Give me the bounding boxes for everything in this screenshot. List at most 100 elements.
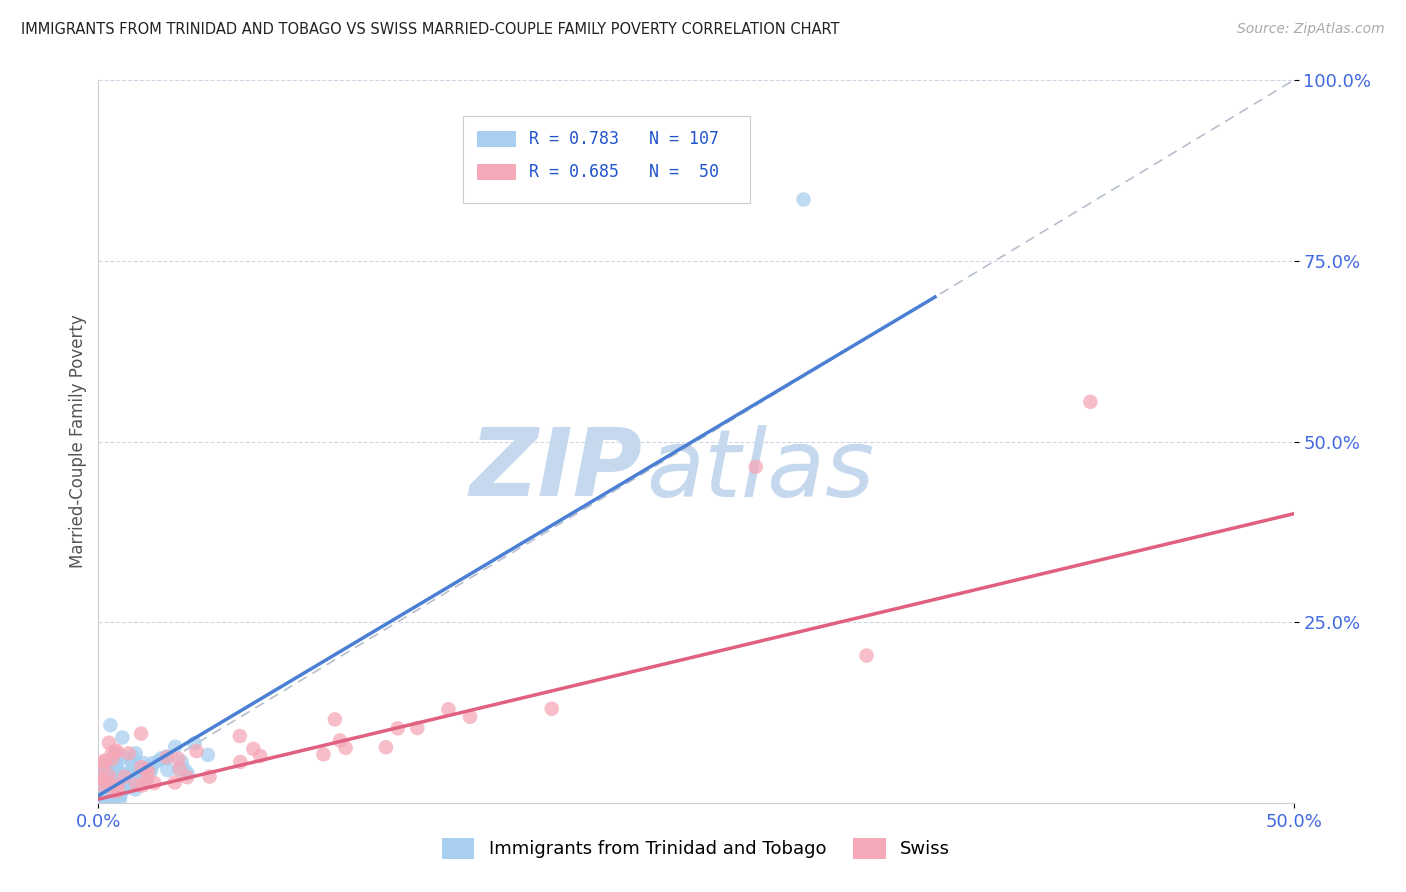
Point <box>120 773 142 788</box>
Point <box>323 713 346 727</box>
Point <box>249 749 271 764</box>
Point <box>101 784 124 798</box>
Point <box>91 787 114 801</box>
Point <box>105 772 128 787</box>
Point <box>229 755 252 769</box>
Point <box>186 744 208 758</box>
Point <box>90 789 112 804</box>
Point <box>105 771 128 785</box>
Point <box>150 751 173 765</box>
Point <box>104 788 127 802</box>
Point <box>127 775 149 789</box>
Point <box>93 758 115 772</box>
Point <box>329 733 352 747</box>
Point <box>156 750 179 764</box>
Point <box>374 740 396 755</box>
Point <box>198 770 221 784</box>
Point <box>134 773 156 788</box>
Point <box>108 784 131 798</box>
Point <box>107 767 129 781</box>
Point <box>105 745 128 759</box>
Point <box>107 780 129 794</box>
Point <box>91 759 114 773</box>
Point <box>540 702 562 716</box>
Point <box>97 768 120 782</box>
Point <box>129 764 152 779</box>
Point <box>124 751 146 765</box>
Point <box>135 772 157 787</box>
Point <box>105 772 128 786</box>
Text: ZIP: ZIP <box>470 425 643 516</box>
Point <box>103 768 125 782</box>
Point <box>90 786 112 800</box>
Point <box>104 789 127 803</box>
Text: Source: ZipAtlas.com: Source: ZipAtlas.com <box>1237 22 1385 37</box>
Point <box>176 766 198 780</box>
Text: IMMIGRANTS FROM TRINIDAD AND TOBAGO VS SWISS MARRIED-COUPLE FAMILY POVERTY CORRE: IMMIGRANTS FROM TRINIDAD AND TOBAGO VS S… <box>21 22 839 37</box>
Point <box>387 722 409 736</box>
Point <box>125 777 148 791</box>
Point <box>98 780 121 794</box>
Point <box>97 788 120 802</box>
Text: R = 0.783   N = 107: R = 0.783 N = 107 <box>529 130 718 148</box>
Point <box>97 736 120 750</box>
Point <box>100 790 122 805</box>
Point <box>118 765 141 780</box>
Point <box>163 775 186 789</box>
Point <box>100 781 122 796</box>
Point <box>120 773 142 788</box>
Bar <box>477 164 516 180</box>
Point <box>143 776 166 790</box>
Point <box>94 762 117 776</box>
Y-axis label: Married-Couple Family Poverty: Married-Couple Family Poverty <box>69 315 87 568</box>
Point <box>103 784 125 798</box>
Point <box>437 702 460 716</box>
Point <box>156 763 179 777</box>
Point <box>110 788 132 802</box>
Point <box>93 779 115 793</box>
Point <box>105 783 128 797</box>
Point <box>127 776 149 790</box>
Point <box>100 778 122 792</box>
Point <box>793 193 815 207</box>
Point <box>91 789 114 804</box>
Point <box>94 768 117 782</box>
Point <box>745 459 768 474</box>
Point <box>118 747 141 761</box>
Point <box>131 772 153 786</box>
Point <box>90 780 112 794</box>
Point <box>98 718 122 732</box>
Point <box>104 779 127 793</box>
Point <box>141 756 163 771</box>
Point <box>156 751 179 765</box>
Point <box>1080 394 1102 409</box>
Point <box>105 756 128 771</box>
Point <box>110 778 132 792</box>
Point <box>103 778 125 792</box>
Point <box>105 758 128 772</box>
Point <box>139 764 162 779</box>
Point <box>90 769 112 783</box>
Point <box>131 760 153 774</box>
Legend: Immigrants from Trinidad and Tobago, Swiss: Immigrants from Trinidad and Tobago, Swi… <box>434 830 957 866</box>
Point <box>101 790 124 805</box>
Text: R = 0.685   N =  50: R = 0.685 N = 50 <box>529 163 718 181</box>
Point <box>96 787 118 801</box>
Point <box>98 772 121 787</box>
Point <box>94 754 117 768</box>
Point <box>173 762 195 776</box>
Point <box>134 756 156 771</box>
Point <box>91 781 114 796</box>
Point <box>93 780 115 794</box>
Point <box>120 770 142 784</box>
Point <box>131 769 153 783</box>
Point <box>136 765 159 780</box>
Point <box>148 754 170 768</box>
Point <box>90 790 112 805</box>
Point <box>93 772 115 787</box>
Point <box>90 785 112 799</box>
Point <box>97 784 120 798</box>
Point <box>167 752 190 766</box>
Point <box>104 747 127 762</box>
Point <box>165 739 187 754</box>
